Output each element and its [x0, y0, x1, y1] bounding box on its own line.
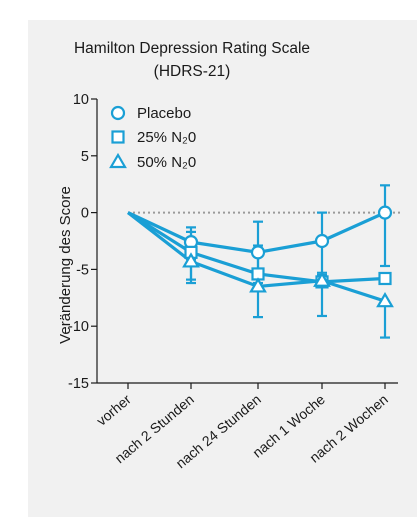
y-axis-label: Veränderung des Score: [57, 186, 74, 344]
triangle-marker: [376, 292, 394, 308]
chart-title: Hamilton Depression Rating Scale: [74, 40, 310, 57]
circle-marker: [377, 205, 393, 220]
y-tick-label: 5: [81, 149, 89, 165]
circle-marker: [250, 245, 266, 260]
y-tick-label: -5: [76, 262, 89, 278]
triangle-marker: [313, 271, 331, 287]
y-tick-label: -15: [68, 376, 89, 392]
chart-panel: Hamilton Depression Rating Scale (HDRS-2…: [28, 20, 417, 517]
triangle-marker: [249, 277, 267, 293]
legend-label: 50% N₂0: [137, 154, 196, 171]
legend-triangle-icon: [109, 152, 127, 169]
chart-svg: Hamilton Depression Rating Scale (HDRS-2…: [57, 40, 400, 471]
legend-circle-icon: [110, 105, 126, 121]
legend-square-icon: [111, 130, 125, 144]
legend-label: Placebo: [137, 105, 191, 122]
y-tick-label: 10: [73, 92, 89, 108]
triangle-marker: [182, 252, 200, 268]
legend-label: 25% N₂0: [137, 129, 196, 146]
x-tick-label: vorher: [93, 391, 134, 429]
circle-marker: [314, 233, 330, 249]
y-tick-label: 0: [81, 206, 89, 222]
chart-subtitle: (HDRS-21): [154, 63, 231, 80]
y-tick-label: -10: [68, 319, 89, 335]
square-marker: [378, 271, 392, 286]
